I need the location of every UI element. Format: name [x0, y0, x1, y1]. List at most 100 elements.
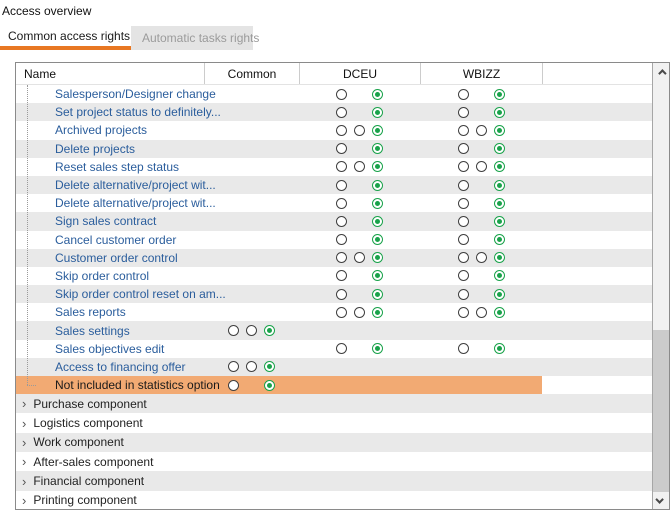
- chevron-right-icon[interactable]: ›: [22, 434, 27, 450]
- tab-common-access-rights[interactable]: Common access rights: [0, 26, 131, 50]
- radio-dceu-selected[interactable]: [372, 306, 383, 318]
- access-right-row[interactable]: Delete alternative/project wit...: [16, 194, 652, 212]
- group-row-financial-component[interactable]: › Financial component: [16, 471, 652, 491]
- radio-dceu-unselected[interactable]: [336, 343, 347, 355]
- radio-dceu-unselected[interactable]: [336, 143, 347, 155]
- radio-wbizz-selected[interactable]: [493, 234, 505, 246]
- radio-wbizz-unselected[interactable]: [475, 306, 487, 318]
- radio-dceu-selected[interactable]: [372, 270, 383, 282]
- access-right-row[interactable]: Sales reports: [16, 303, 652, 321]
- radio-dceu-unselected[interactable]: [336, 124, 347, 136]
- radio-wbizz-selected[interactable]: [493, 215, 505, 227]
- radio-dceu-unselected[interactable]: [336, 161, 347, 173]
- radio-wbizz-selected[interactable]: [493, 288, 505, 300]
- access-right-row[interactable]: Delete alternative/project wit...: [16, 175, 652, 195]
- radio-wbizz-selected[interactable]: [493, 270, 505, 282]
- radio-wbizz-unselected[interactable]: [457, 161, 469, 173]
- radio-wbizz-selected[interactable]: [493, 343, 505, 355]
- radio-wbizz-unselected[interactable]: [457, 143, 469, 155]
- radio-wbizz-selected[interactable]: [493, 179, 505, 191]
- group-row-work-component[interactable]: › Work component: [16, 432, 652, 453]
- radio-wbizz-unselected[interactable]: [457, 197, 469, 209]
- radio-common-selected[interactable]: [264, 379, 275, 391]
- radio-wbizz-selected[interactable]: [493, 124, 505, 136]
- radio-dceu-selected[interactable]: [372, 234, 383, 246]
- group-row-printing-component[interactable]: › Printing component: [16, 491, 652, 509]
- access-right-row[interactable]: Delete projects: [16, 139, 652, 158]
- radio-dceu-selected[interactable]: [372, 179, 383, 191]
- radio-wbizz-selected[interactable]: [493, 252, 505, 264]
- access-right-row[interactable]: Sales objectives edit: [16, 340, 652, 358]
- radio-dceu-unselected[interactable]: [336, 106, 347, 118]
- radio-wbizz-unselected[interactable]: [457, 343, 469, 355]
- radio-dceu-unselected[interactable]: [354, 306, 365, 318]
- radio-wbizz-unselected[interactable]: [457, 124, 469, 136]
- access-right-row[interactable]: Customer order control: [16, 248, 652, 267]
- radio-dceu-unselected[interactable]: [354, 161, 365, 173]
- radio-wbizz-selected[interactable]: [493, 197, 505, 209]
- radio-dceu-unselected[interactable]: [336, 288, 347, 300]
- access-right-row[interactable]: Not included in statistics option: [16, 376, 652, 395]
- radio-dceu-unselected[interactable]: [336, 88, 347, 100]
- scrollbar-thumb[interactable]: [653, 330, 669, 493]
- radio-dceu-selected[interactable]: [372, 288, 383, 300]
- radio-dceu-selected[interactable]: [372, 252, 383, 264]
- chevron-right-icon[interactable]: ›: [22, 396, 27, 412]
- radio-dceu-unselected[interactable]: [336, 252, 347, 264]
- radio-wbizz-unselected[interactable]: [457, 288, 469, 300]
- radio-wbizz-selected[interactable]: [493, 143, 505, 155]
- radio-dceu-selected[interactable]: [372, 197, 383, 209]
- radio-common-selected[interactable]: [264, 361, 275, 373]
- chevron-right-icon[interactable]: ›: [22, 454, 27, 470]
- radio-common-unselected[interactable]: [246, 361, 257, 373]
- radio-wbizz-selected[interactable]: [493, 88, 505, 100]
- chevron-right-icon[interactable]: ›: [22, 415, 27, 431]
- radio-wbizz-unselected[interactable]: [475, 161, 487, 173]
- radio-common-unselected[interactable]: [228, 361, 239, 373]
- group-row-purchase-component[interactable]: › Purchase component: [16, 394, 652, 414]
- radio-dceu-selected[interactable]: [372, 343, 383, 355]
- radio-wbizz-unselected[interactable]: [457, 179, 469, 191]
- access-right-row[interactable]: Access to financing offer: [16, 357, 652, 376]
- radio-dceu-unselected[interactable]: [336, 197, 347, 209]
- radio-wbizz-unselected[interactable]: [457, 106, 469, 118]
- chevron-right-icon[interactable]: ›: [22, 492, 27, 508]
- group-row-logistics-component[interactable]: › Logistics component: [16, 413, 652, 432]
- radio-dceu-unselected[interactable]: [354, 124, 365, 136]
- radio-dceu-unselected[interactable]: [336, 215, 347, 227]
- radio-dceu-unselected[interactable]: [336, 306, 347, 318]
- access-right-row[interactable]: Sign sales contract: [16, 212, 652, 231]
- radio-dceu-selected[interactable]: [372, 143, 383, 155]
- radio-dceu-selected[interactable]: [372, 215, 383, 227]
- radio-dceu-unselected[interactable]: [336, 234, 347, 246]
- chevron-right-icon[interactable]: ›: [22, 473, 27, 489]
- radio-common-unselected[interactable]: [246, 325, 257, 337]
- vertical-scrollbar[interactable]: [652, 63, 669, 509]
- radio-wbizz-unselected[interactable]: [457, 234, 469, 246]
- access-right-row[interactable]: Cancel customer order: [16, 231, 652, 249]
- tab-automatic-tasks-rights[interactable]: Automatic tasks rights: [131, 26, 259, 50]
- access-right-row[interactable]: Reset sales step status: [16, 158, 652, 176]
- radio-wbizz-selected[interactable]: [493, 106, 505, 118]
- radio-wbizz-unselected[interactable]: [457, 252, 469, 264]
- radio-wbizz-selected[interactable]: [493, 306, 505, 318]
- radio-dceu-selected[interactable]: [372, 106, 383, 118]
- radio-wbizz-unselected[interactable]: [475, 252, 487, 264]
- access-right-row[interactable]: Sales settings: [16, 321, 652, 340]
- radio-dceu-selected[interactable]: [372, 124, 383, 136]
- radio-wbizz-unselected[interactable]: [457, 88, 469, 100]
- radio-dceu-unselected[interactable]: [336, 179, 347, 191]
- access-right-row[interactable]: Set project status to definitely...: [16, 103, 652, 122]
- radio-common-unselected[interactable]: [228, 379, 239, 391]
- radio-wbizz-unselected[interactable]: [457, 306, 469, 318]
- access-right-row[interactable]: Skip order control: [16, 267, 652, 285]
- scroll-up-button[interactable]: [653, 63, 669, 80]
- radio-wbizz-selected[interactable]: [493, 161, 505, 173]
- radio-wbizz-unselected[interactable]: [475, 124, 487, 136]
- access-right-row[interactable]: Salesperson/Designer change: [16, 85, 652, 103]
- radio-dceu-unselected[interactable]: [336, 270, 347, 282]
- radio-dceu-selected[interactable]: [372, 161, 383, 173]
- access-right-row[interactable]: Skip order control reset on am...: [16, 285, 652, 304]
- radio-common-selected[interactable]: [264, 325, 275, 337]
- radio-dceu-selected[interactable]: [372, 88, 383, 100]
